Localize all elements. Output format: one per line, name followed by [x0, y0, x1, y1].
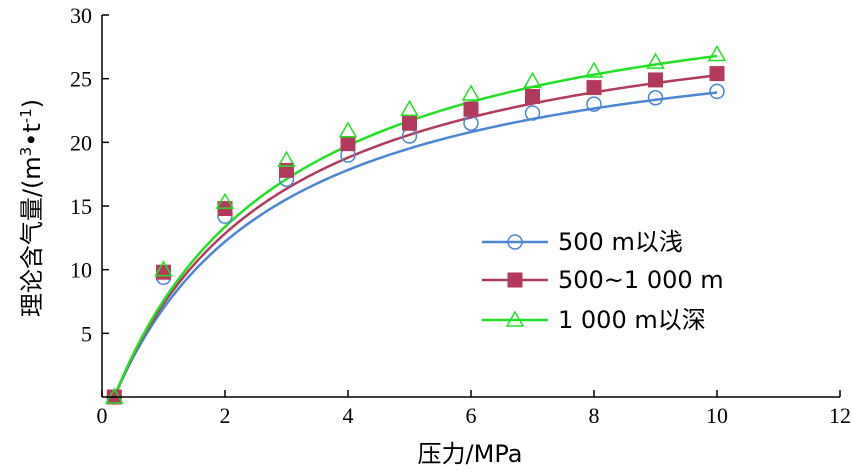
legend-marker-2	[507, 272, 523, 288]
data-point-series-2	[402, 115, 417, 131]
data-point-series-3	[215, 192, 235, 209]
x-tick-label: 0	[97, 403, 108, 428]
y-axis-label-mid: •t	[18, 123, 46, 147]
y-axis-label-main: 理论含气量/(m	[18, 156, 46, 317]
ticks: 0 2 4 6 8 10 12 5 10 15 20 25 30	[70, 3, 851, 428]
data-point-series-3	[338, 121, 358, 138]
data-point-series-1	[524, 105, 541, 121]
y-tick-label: 25	[70, 67, 92, 92]
data-point-series-3	[400, 99, 419, 116]
data-point-series-3	[523, 71, 542, 88]
x-tick-label: 12	[829, 403, 851, 428]
x-tick-label: 8	[589, 403, 600, 428]
x-axis-label: 压力/MPa	[418, 440, 523, 468]
data-point-series-1	[586, 96, 602, 112]
x-tick-label: 10	[706, 403, 728, 428]
data-point-series-1	[647, 90, 664, 106]
data-point-series-1	[709, 83, 725, 100]
series-markers	[105, 44, 727, 405]
data-point-series-3	[277, 150, 296, 167]
data-point-series-2	[648, 72, 663, 88]
legend-label-3: 1 000 m以深	[558, 306, 706, 334]
y-tick-label: 15	[70, 194, 92, 219]
data-point-series-2	[709, 66, 725, 82]
data-point-series-3	[105, 387, 124, 404]
x-tick-label: 6	[466, 403, 477, 428]
y-tick-label: 20	[70, 130, 92, 155]
y-axis-label: 理论含气量/(m3•t-1)	[17, 99, 46, 317]
y-tick-label: 5	[81, 321, 92, 346]
data-point-series-3	[707, 44, 727, 62]
legend-label-1: 500 m以浅	[558, 228, 683, 256]
axes	[101, 15, 840, 398]
data-point-series-2	[156, 264, 171, 280]
y-tick-label: 10	[70, 258, 92, 283]
data-point-series-2	[525, 88, 540, 104]
data-point-series-3	[646, 52, 665, 69]
y-axis-label-sup2: -1	[17, 108, 35, 123]
data-point-series-3	[154, 260, 173, 277]
data-point-series-2	[463, 101, 479, 117]
legend-label-2: 500~1 000 m	[558, 266, 724, 294]
series-line-3	[113, 54, 718, 398]
y-axis-label-end: )	[18, 99, 46, 108]
x-tick-label: 4	[343, 403, 354, 428]
data-point-series-3	[461, 84, 481, 101]
series-line-1	[113, 91, 718, 398]
legend-marker-3	[505, 310, 525, 327]
y-tick-label: 30	[70, 3, 92, 28]
legend-marker-1	[507, 234, 523, 250]
legend: 500 m以浅 500~1 000 m 1 000 m以深	[482, 228, 724, 334]
data-point-series-2	[340, 136, 356, 152]
data-point-series-3	[584, 61, 604, 78]
x-tick-label: 2	[220, 403, 231, 428]
data-point-series-2	[586, 80, 602, 96]
y-axis-label-sup1: 3	[17, 147, 35, 157]
series-curves	[113, 54, 718, 398]
